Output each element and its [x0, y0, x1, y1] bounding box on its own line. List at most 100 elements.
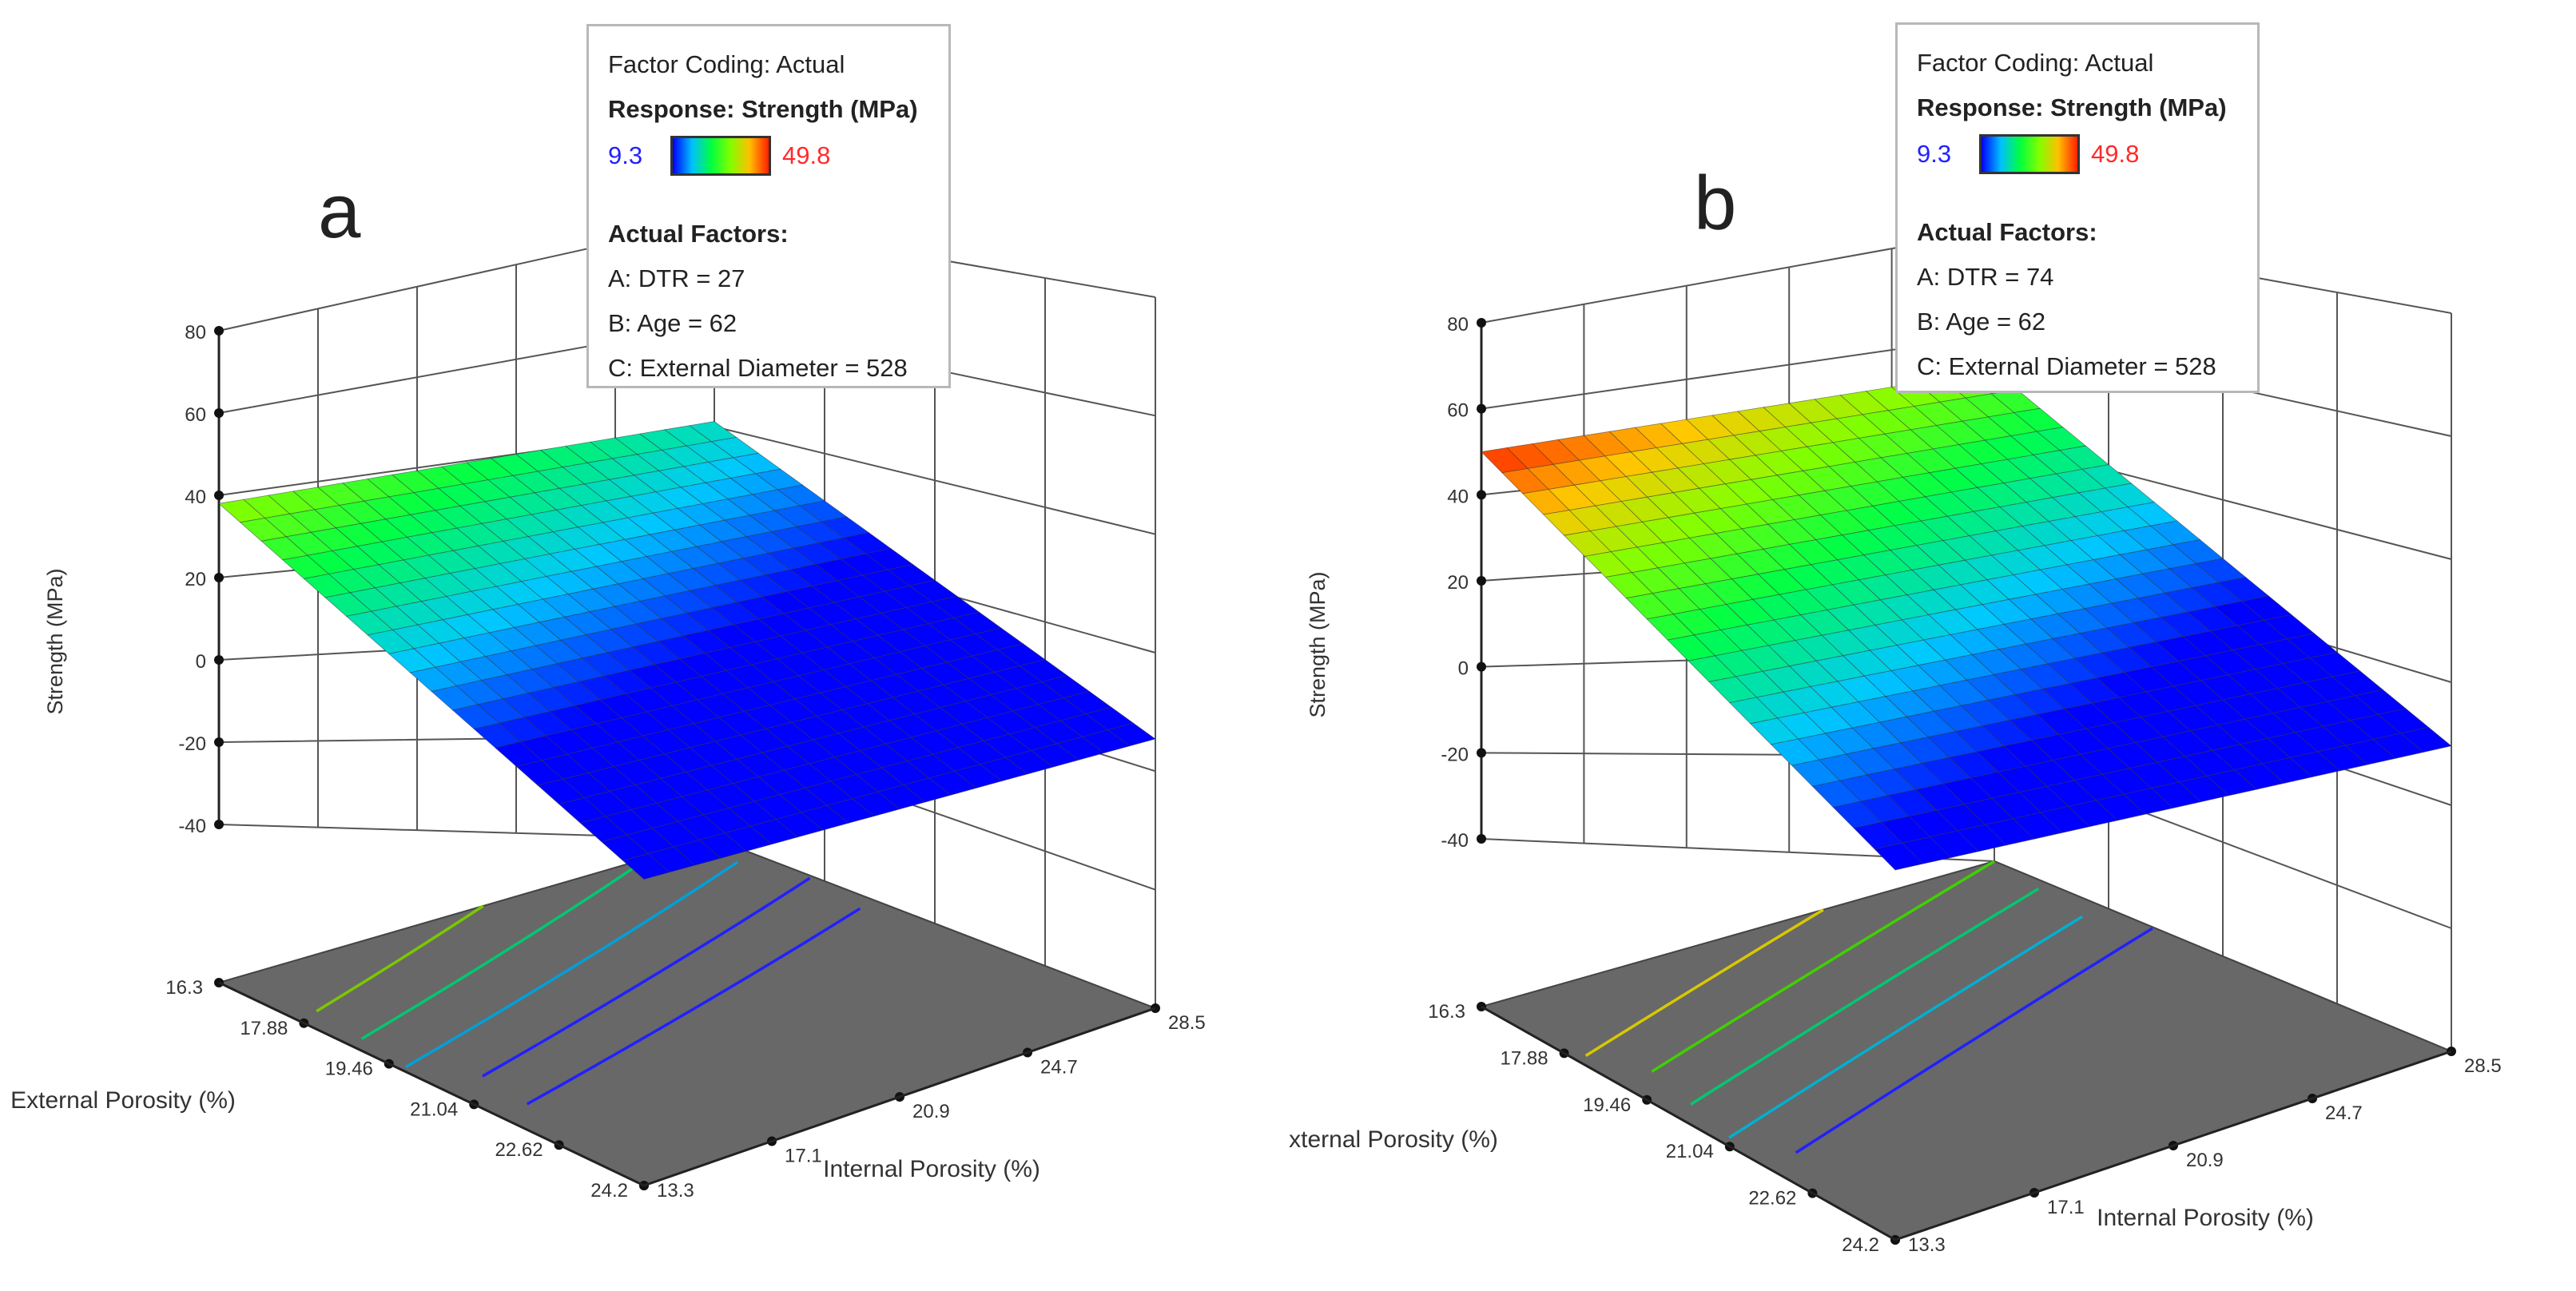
z-tick-dot: [1477, 318, 1486, 328]
y-tick-label: 17.1: [785, 1146, 822, 1167]
surface-plot-a: 80 60 40 20 0 -20 -40 Strength (MPa) 16.3 17.88 19…: [10, 219, 1206, 1202]
contour-line: [526, 907, 861, 1106]
x-axis-line: [218, 981, 645, 1187]
scale-max-value: 49.8: [2091, 140, 2140, 168]
scale-min-value: 9.3: [1917, 140, 1952, 168]
z-tick-label: -20: [1441, 744, 1469, 765]
z-tick-dot: [214, 326, 224, 336]
x-tick-label: 16.3: [1428, 1001, 1465, 1023]
contour-line: [316, 904, 484, 1013]
factor-age: B: Age = 62: [1917, 308, 2046, 336]
y-tick-label: 24.7: [1040, 1057, 1078, 1078]
factor-dtr: A: DTR = 27: [608, 264, 745, 292]
z-tick-label: -40: [178, 816, 206, 837]
y-tick-label: 24.7: [2325, 1102, 2363, 1124]
panel-letter-b: b: [1694, 161, 1737, 246]
color-scale: 9.3 49.8: [1917, 130, 2238, 178]
panel-letter-a: a: [318, 169, 361, 254]
color-gradient-bar: [1979, 134, 2080, 174]
x-tick-label: 24.2: [590, 1180, 628, 1202]
actual-factors-heading: Actual Factors:: [1917, 218, 2097, 246]
y-axis-title: Internal Porosity (%): [2097, 1205, 2314, 1231]
x-tick-label: 22.62: [495, 1139, 543, 1161]
x-tick-label: 22.62: [1748, 1188, 1796, 1210]
z-tick-label: 60: [1447, 400, 1469, 422]
factor-external-diameter: C: External Diameter = 528: [608, 354, 908, 382]
x-axis-line: [1481, 1005, 1896, 1241]
contour-line: [1584, 908, 1824, 1057]
y-axis-title: Internal Porosity (%): [823, 1156, 1040, 1182]
contour-line: [1651, 860, 1995, 1073]
z-tick-label: 20: [1447, 572, 1469, 594]
chart-panel-a: 80 60 40 20 0 -20 -40 Strength (MPa) 16.3 17.88 19…: [10, 24, 1206, 1202]
y-tick-label: 20.9: [912, 1101, 950, 1122]
factor-age: B: Age = 62: [608, 309, 737, 337]
z-tick-label: 80: [185, 322, 206, 344]
y-tick-label: 13.3: [657, 1180, 694, 1202]
factor-external-diameter: C: External Diameter = 528: [1917, 352, 2216, 380]
x-tick-label: 24.2: [1842, 1234, 1879, 1256]
y-tick-label: 28.5: [1168, 1012, 1206, 1034]
z-tick-label: 40: [1447, 486, 1469, 507]
y-axis-line: [643, 1007, 1156, 1187]
x-tick-label: 21.04: [410, 1098, 458, 1120]
z-tick-label: 0: [1458, 658, 1469, 680]
x-tick-label: 17.88: [1501, 1047, 1548, 1069]
color-scale: 9.3 49.8: [608, 132, 929, 180]
y-tick-label: 28.5: [2464, 1055, 2502, 1077]
scale-min-value: 9.3: [608, 141, 643, 169]
factor-coding-label: Factor Coding: Actual: [608, 50, 845, 78]
contour-line: [1690, 888, 2040, 1106]
response-label: Response: Strength (MPa): [1917, 93, 2227, 121]
z-tick-dot: [1477, 403, 1486, 414]
contour-line: [1728, 915, 2084, 1139]
y-tick-label: 20.9: [2186, 1150, 2224, 1171]
z-tick-dot: [1477, 661, 1486, 672]
y-tick-label: 13.3: [1908, 1234, 1946, 1256]
contour-line: [404, 860, 739, 1069]
surface-facet: [1107, 722, 1156, 747]
scale-max-value: 49.8: [782, 141, 831, 169]
z-tick-dot: [214, 491, 224, 500]
legend-spacer: [1917, 178, 2238, 210]
x-tick-label: 19.46: [1583, 1094, 1631, 1116]
y-axis-line: [1894, 1050, 2452, 1241]
x-tick-label: 16.3: [165, 977, 203, 999]
z-tick-label: 0: [196, 651, 206, 673]
y-tick-label: 17.1: [2047, 1197, 2085, 1218]
z-tick-dot: [1477, 576, 1486, 586]
color-gradient-bar: [670, 136, 771, 176]
z-tick-label: 40: [185, 487, 206, 508]
z-tick-dot: [214, 573, 224, 582]
contour-line: [481, 876, 811, 1078]
factor-coding-label: Factor Coding: Actual: [1917, 49, 2154, 77]
z-tick-label: 80: [1447, 314, 1469, 336]
contour-line: [1795, 927, 2153, 1154]
z-tick-dot: [214, 737, 224, 747]
legend-box-a: Factor Coding: Actual Response: Strength…: [586, 24, 951, 388]
z-tick-label: 60: [185, 404, 206, 426]
response-label: Response: Strength (MPa): [608, 95, 918, 123]
legend-spacer: [608, 180, 929, 212]
actual-factors-heading: Actual Factors:: [608, 220, 789, 248]
x-axis-title: External Porosity (%): [10, 1087, 236, 1114]
legend-box-b: Factor Coding: Actual Response: Strength…: [1895, 22, 2260, 393]
z-tick-dot: [214, 820, 224, 829]
z-axis-title: Strength (MPa): [43, 568, 67, 714]
surface-facet: [2399, 726, 2452, 753]
z-tick-dot: [214, 408, 224, 418]
z-tick-dot: [1477, 490, 1486, 500]
factor-dtr: A: DTR = 74: [1917, 263, 2054, 291]
z-tick-dot: [1477, 834, 1486, 844]
z-tick-label: -20: [178, 733, 206, 755]
contour-line: [360, 856, 650, 1040]
x-tick-label: 19.46: [325, 1059, 373, 1080]
z-tick-dot: [1477, 748, 1486, 758]
z-tick-label: 20: [185, 569, 206, 590]
z-axis-title: Strength (MPa): [1306, 571, 1330, 717]
chart-panel-b: 80 60 40 20 0 -20 -40 Strength (MPa) 16.3 17.88 19…: [1288, 0, 2576, 1291]
x-axis-title: External Porosity (%): [1288, 1126, 1498, 1153]
surface-plot-b: 80 60 40 20 0 -20 -40 Strength (MPa) 16.3 17.88 19…: [1288, 228, 2502, 1256]
z-tick-label: -40: [1441, 830, 1469, 852]
x-tick-label: 17.88: [240, 1018, 288, 1039]
